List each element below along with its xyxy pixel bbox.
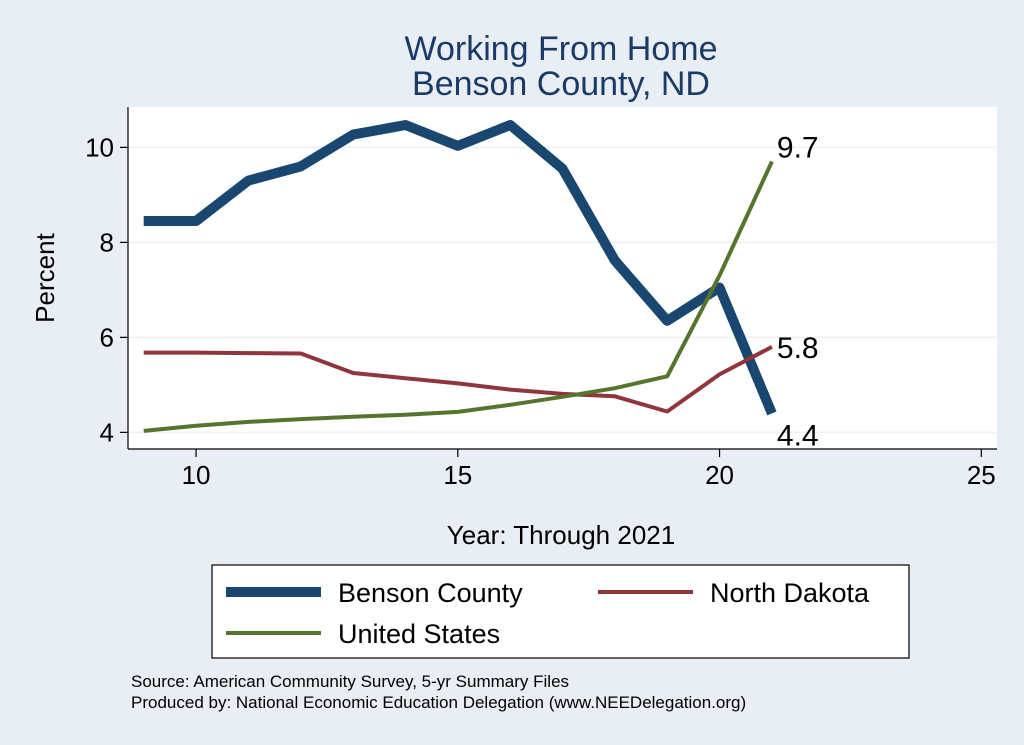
x-axis-title: Year: Through 2021: [447, 520, 675, 550]
legend-label-1: North Dakota: [710, 578, 870, 608]
y-tick-label: 10: [85, 132, 114, 162]
produced-by-note: Produced by: National Economic Education…: [131, 693, 746, 712]
legend-label-0: Benson County: [338, 578, 523, 608]
y-tick-label: 6: [100, 322, 114, 352]
axes: 4 6 8 10 10 15 20 25: [85, 107, 997, 490]
legend-box: [211, 564, 910, 659]
end-label-1: 5.8: [777, 332, 819, 365]
series-line-1: [143, 345, 773, 414]
x-tick-label: 15: [443, 460, 472, 490]
x-tick-label: 20: [705, 460, 734, 490]
y-axis-title: Percent: [30, 232, 60, 322]
chart-title-line-1: Working From Home: [405, 30, 718, 68]
y-tick-label: 4: [100, 417, 114, 447]
x-tick-label: 25: [967, 460, 996, 490]
end-label-0: 4.4: [777, 419, 819, 452]
grid: [128, 146, 997, 434]
source-note: Source: American Community Survey, 5-yr …: [131, 672, 569, 691]
end-labels: 4.4 5.8 9.7: [777, 132, 819, 453]
legend: Benson County North Dakota United States: [211, 564, 910, 659]
series-line-0: [143, 120, 777, 416]
series-lines: [143, 120, 777, 433]
legend-label-2: United States: [338, 619, 500, 649]
chart-title-line-2: Benson County, ND: [412, 65, 710, 103]
end-label-2: 9.7: [777, 132, 819, 165]
y-tick-label: 8: [100, 227, 114, 257]
x-tick-label: 10: [182, 460, 211, 490]
series-line-2: [143, 160, 774, 433]
